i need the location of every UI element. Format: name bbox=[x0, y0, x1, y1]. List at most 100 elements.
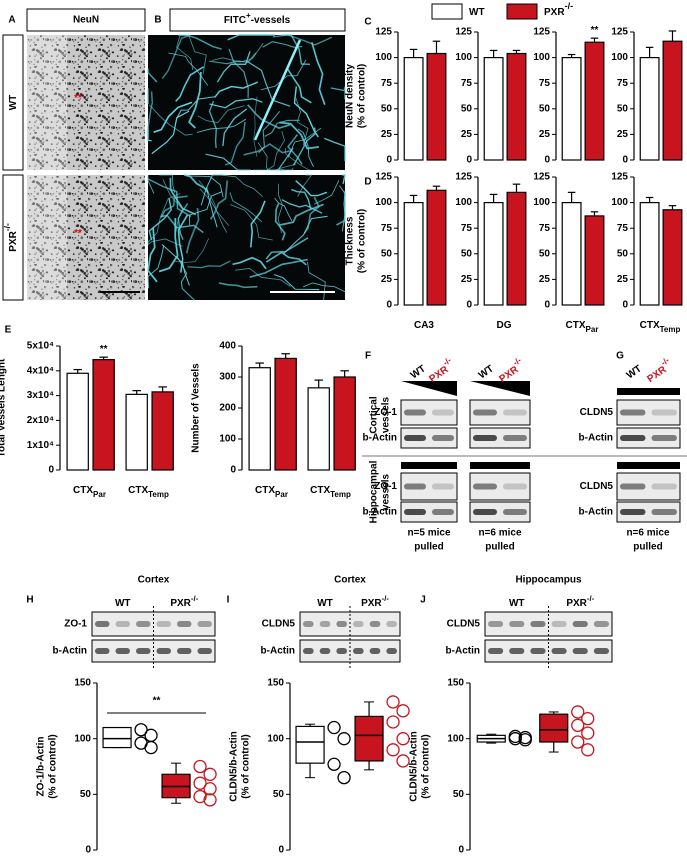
bar bbox=[506, 191, 527, 306]
blot-band bbox=[386, 621, 397, 627]
vessel bbox=[279, 203, 324, 226]
vessel bbox=[161, 34, 192, 80]
y-tick-label: 75 bbox=[461, 223, 473, 234]
data-point bbox=[193, 776, 207, 790]
vessel bbox=[222, 108, 248, 147]
vessel bbox=[153, 101, 193, 133]
vessel bbox=[265, 251, 307, 266]
blot-band bbox=[197, 621, 212, 627]
blot-group: PXR-/- bbox=[566, 594, 594, 609]
data-point bbox=[203, 793, 217, 807]
vessel bbox=[232, 256, 267, 270]
blot-group-main: PXR bbox=[361, 598, 382, 609]
blot-band bbox=[136, 648, 151, 654]
blot-band bbox=[503, 409, 527, 416]
blot-band bbox=[503, 483, 527, 490]
blot-band bbox=[651, 409, 677, 416]
x-category-label: CTXTemp bbox=[310, 485, 351, 499]
blot-band bbox=[353, 621, 364, 627]
data-point bbox=[337, 770, 351, 785]
vessel bbox=[281, 199, 323, 214]
note: pulled bbox=[633, 542, 662, 553]
blot-group: PXR-/- bbox=[170, 594, 198, 609]
y-axis-label: ZO-1/b-Actin bbox=[36, 737, 47, 797]
blot bbox=[400, 501, 458, 523]
data-point bbox=[518, 733, 532, 747]
blot-group-main: PXR bbox=[170, 598, 191, 609]
category-sub: Par bbox=[275, 490, 288, 499]
category-main: CTX bbox=[255, 485, 275, 496]
x-category-label: CTXTemp bbox=[128, 485, 169, 499]
gradient-wedge bbox=[401, 381, 457, 396]
vessel bbox=[184, 174, 224, 198]
vessel bbox=[235, 267, 291, 287]
blot-marker bbox=[617, 388, 680, 395]
vessel bbox=[281, 34, 311, 66]
y-tick-label: 5x10⁴ bbox=[27, 341, 54, 352]
y-axis-label: (% of control) bbox=[48, 734, 59, 798]
blot-band bbox=[651, 509, 677, 515]
blot-band bbox=[336, 648, 347, 654]
y-tick-label: 125 bbox=[611, 27, 628, 38]
y-tick-label: 0 bbox=[622, 155, 628, 166]
y-tick-label: 50 bbox=[381, 103, 393, 114]
vessel bbox=[279, 121, 320, 150]
blot-row-label: b-Actin bbox=[261, 646, 295, 657]
note: pulled bbox=[485, 542, 514, 553]
blot-marker bbox=[617, 462, 680, 469]
neun-image bbox=[27, 35, 145, 170]
y-tick-label: 200 bbox=[219, 403, 236, 414]
category-sub: Temp bbox=[660, 325, 681, 334]
row-label-main: PXR bbox=[8, 230, 19, 251]
data-point bbox=[203, 767, 217, 781]
blot-row-label: CLDN5 bbox=[580, 407, 614, 418]
vessel bbox=[160, 214, 204, 234]
header-box bbox=[26, 8, 146, 32]
y-tick-label: 150 bbox=[447, 678, 464, 689]
legend-label-main: PXR bbox=[544, 7, 565, 18]
vessel bbox=[335, 191, 346, 226]
blot-band bbox=[572, 648, 588, 654]
data-point bbox=[327, 720, 341, 735]
section-label: vessels bbox=[381, 396, 392, 433]
y-tick-label: 50 bbox=[461, 103, 473, 114]
data-point bbox=[327, 757, 341, 771]
blot-band bbox=[551, 648, 567, 654]
y-tick-label: 0 bbox=[230, 465, 236, 476]
vessel bbox=[250, 200, 266, 248]
blot-band bbox=[369, 648, 381, 654]
vessel bbox=[243, 143, 291, 156]
y-tick-label: 25 bbox=[539, 129, 551, 140]
blot-group-main: WT bbox=[409, 363, 428, 381]
vessel bbox=[228, 48, 249, 98]
y-tick-label: 50 bbox=[617, 248, 629, 259]
legend-swatch bbox=[431, 3, 463, 20]
bar bbox=[561, 202, 582, 306]
header-main: FITC bbox=[224, 15, 246, 26]
blot-band bbox=[620, 409, 646, 416]
category-sub: Temp bbox=[330, 490, 351, 499]
panel-letter: I bbox=[227, 595, 230, 606]
section-label: vessels bbox=[381, 473, 392, 510]
legend-label-sup: -/- bbox=[565, 1, 574, 11]
row-label-box bbox=[2, 34, 24, 171]
y-tick-label: 400 bbox=[219, 341, 236, 352]
category-main: CTX bbox=[128, 485, 148, 496]
y-tick-label: 0 bbox=[278, 845, 284, 856]
y-tick-label: 1x10⁴ bbox=[27, 440, 54, 451]
y-axis-label: CLDN5/b-Actin bbox=[229, 731, 240, 802]
data-point bbox=[386, 695, 400, 709]
blot-row-label: b-Actin bbox=[363, 507, 397, 518]
panel-letter: D bbox=[364, 177, 371, 188]
blot-band bbox=[136, 621, 151, 627]
bar bbox=[662, 209, 683, 306]
vessel bbox=[147, 227, 158, 283]
y-tick-label: 100 bbox=[533, 52, 550, 63]
vessel bbox=[286, 67, 312, 104]
y-axis-label: CLDN5/b-Actin bbox=[409, 731, 420, 802]
blot-band bbox=[432, 435, 454, 441]
y-tick-label: 100 bbox=[447, 733, 464, 744]
vessel bbox=[198, 180, 230, 227]
vessel bbox=[324, 137, 346, 162]
y-tick-label: 50 bbox=[461, 248, 473, 259]
